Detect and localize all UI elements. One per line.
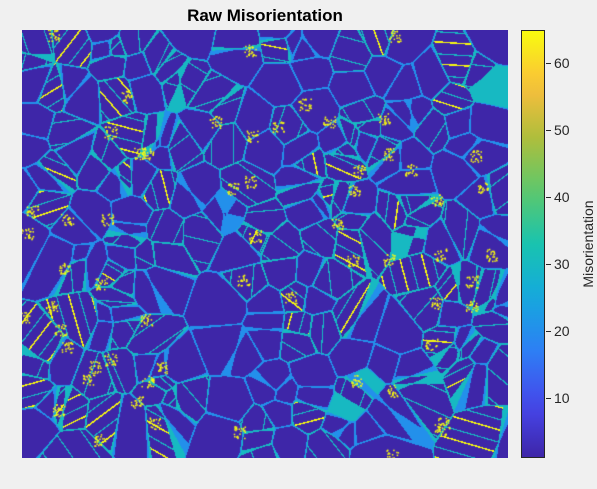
colorbar-label: Misorientation: [580, 200, 596, 288]
colorbar-tick-label: 50: [554, 122, 570, 139]
colorbar-tick: [546, 130, 551, 132]
colorbar-tick: [546, 330, 551, 332]
colorbar-tick-label: 40: [554, 189, 570, 206]
colorbar-tick-label: 10: [554, 389, 570, 406]
colorbar-tick: [546, 197, 551, 199]
colorbar-tick: [546, 397, 551, 399]
colorbar-tick: [546, 264, 551, 266]
colorbar-tick-label: 20: [554, 322, 570, 339]
colorbar-tick-label: 60: [554, 55, 570, 72]
chart-title: Raw Misorientation: [187, 6, 343, 25]
colorbar-tick-label: 30: [554, 256, 570, 273]
misorientation-map: [22, 30, 508, 458]
colorbar: [521, 30, 545, 458]
colorbar-tick: [546, 63, 551, 65]
